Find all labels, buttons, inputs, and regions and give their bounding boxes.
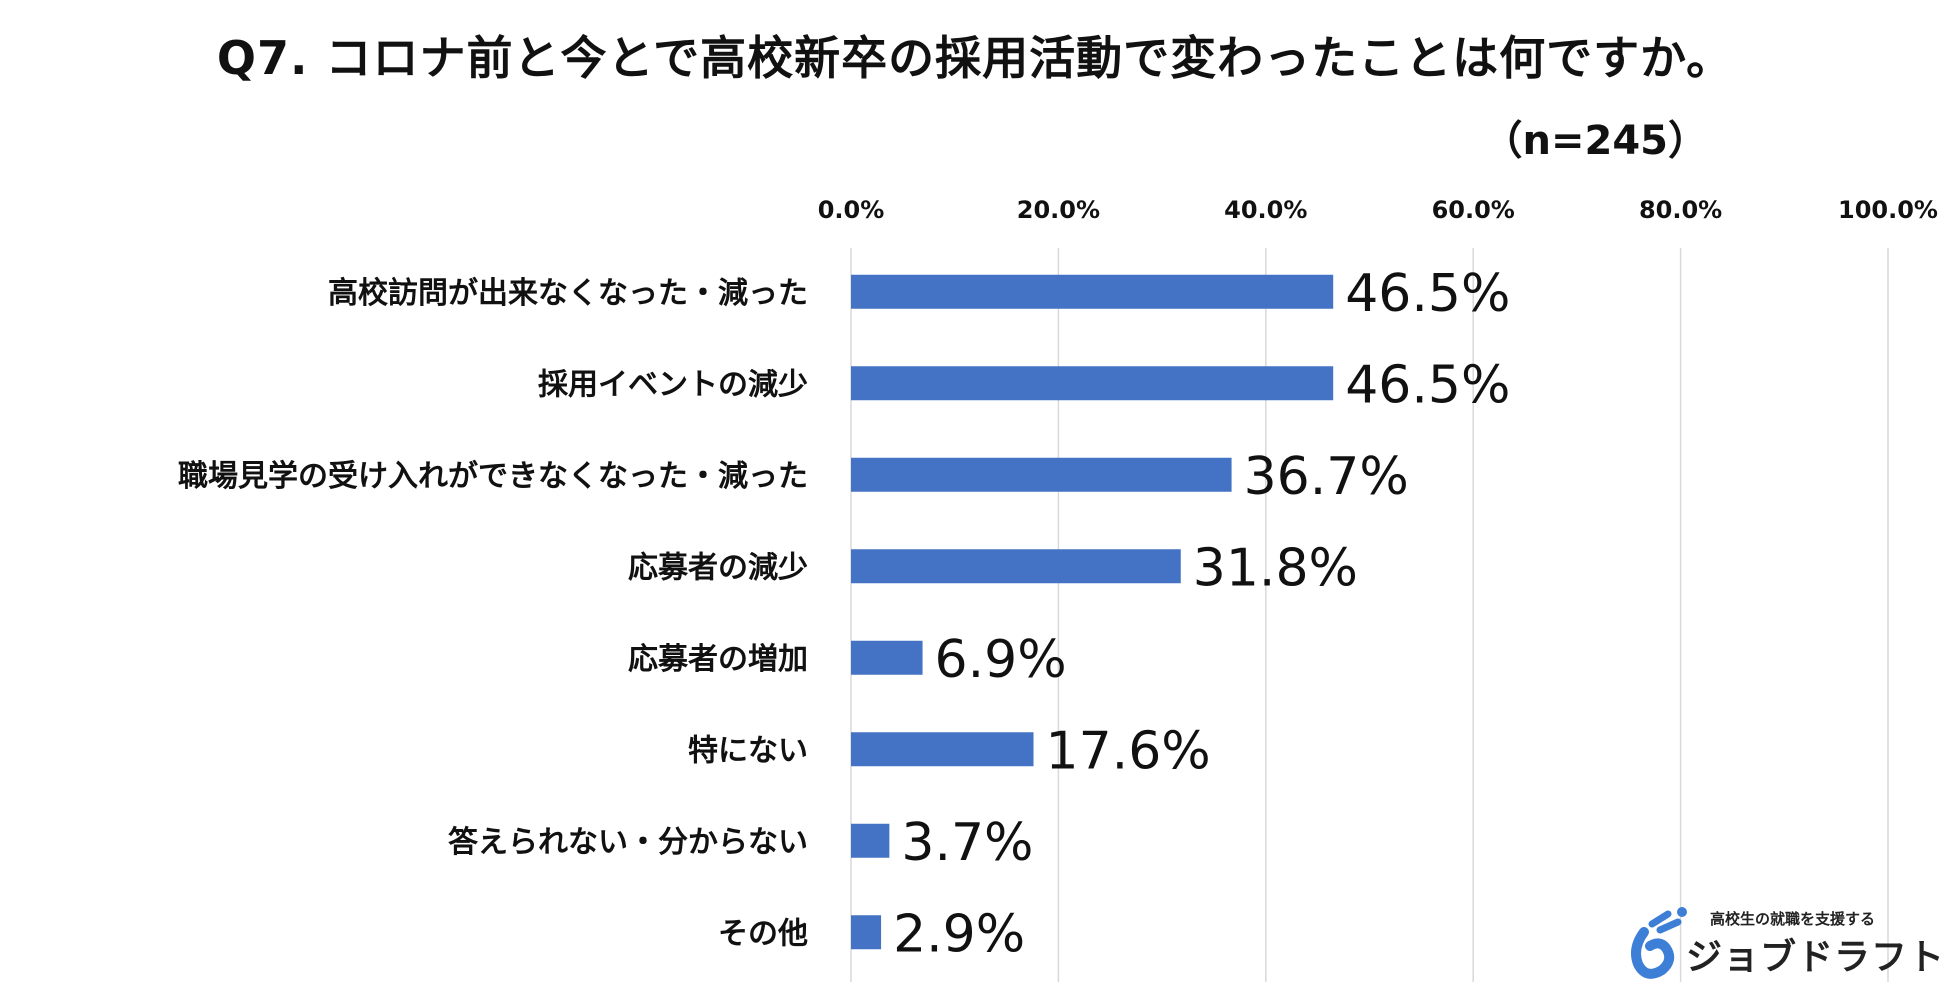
x-tick-label: 60.0% (1432, 196, 1515, 224)
brand-logo: 高校生の就職を支援する ジョブドラフト (1622, 904, 1944, 986)
x-tick-label: 80.0% (1639, 196, 1722, 224)
category-label: 応募者の増加 (628, 642, 808, 677)
bar (851, 732, 1034, 767)
bar (851, 549, 1181, 584)
data-label: 46.5% (1345, 355, 1510, 415)
data-label: 3.7% (901, 813, 1033, 873)
data-label: 17.6% (1046, 721, 1211, 781)
bar (851, 274, 1334, 309)
data-label: 31.8% (1193, 538, 1358, 598)
logo-tagline: 高校生の就職を支援する (1710, 910, 1876, 928)
x-tick-label: 0.0% (818, 196, 885, 224)
x-tick-label: 20.0% (1017, 196, 1100, 224)
sample-size-label: （n=245） (1482, 118, 1709, 164)
chart-title: Q7. コロナ前と今とで高校新卒の採用活動で変わったことは何ですか。 (216, 31, 1734, 85)
logo-name: ジョブドラフト (1686, 937, 1946, 978)
job-draft-logo-icon (1631, 907, 1687, 979)
x-tick-label: 100.0% (1838, 196, 1938, 224)
category-label: 高校訪問が出来なくなった・減った (328, 276, 808, 311)
bar (851, 915, 882, 950)
data-label: 36.7% (1244, 447, 1409, 507)
bar (851, 366, 1334, 401)
category-label: 答えられない・分からない (448, 825, 808, 860)
bar (851, 823, 890, 858)
category-label: 特にない (688, 733, 808, 768)
category-label: 応募者の減少 (628, 550, 808, 585)
bar (851, 640, 923, 675)
category-label: 採用イベントの減少 (538, 367, 808, 402)
data-label: 2.9% (893, 904, 1025, 964)
data-label: 6.9% (935, 630, 1067, 690)
data-label: 46.5% (1345, 264, 1510, 324)
category-label: その他 (718, 916, 808, 951)
x-tick-label: 40.0% (1224, 196, 1307, 224)
bar (851, 457, 1232, 492)
category-label: 職場見学の受け入れができなくなった・減った (178, 459, 808, 494)
